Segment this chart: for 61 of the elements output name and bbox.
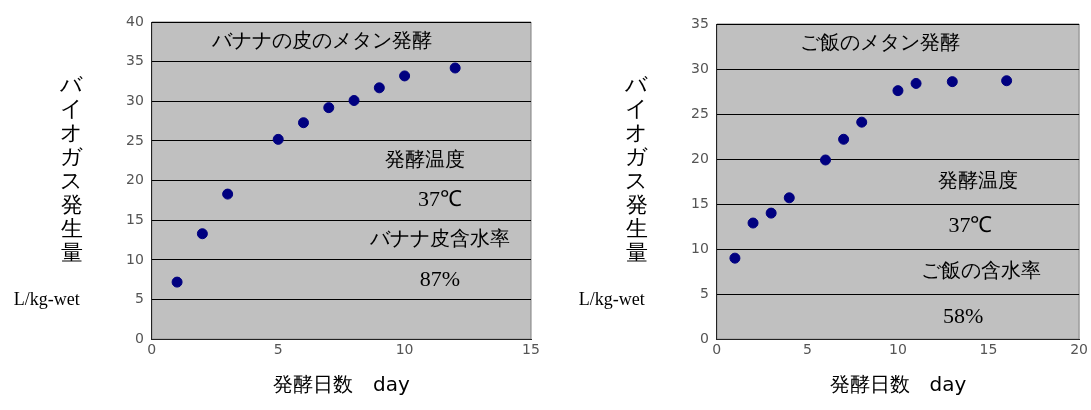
- point: [373, 82, 385, 94]
- chart-title: ご飯のメタン発酵: [799, 30, 960, 55]
- point: [838, 133, 850, 145]
- point: [171, 276, 183, 288]
- y-tick-label: 40: [125, 12, 144, 29]
- y-tick-label: 10: [690, 239, 709, 256]
- y-tick-label: 30: [125, 91, 144, 108]
- annotation: 37℃: [948, 212, 993, 238]
- x-tick-label: 0: [712, 341, 722, 358]
- point: [729, 252, 741, 264]
- y-tick-label: 20: [690, 149, 709, 166]
- point: [892, 85, 904, 97]
- point: [196, 228, 208, 240]
- point: [910, 77, 922, 89]
- annotation: 87%: [419, 265, 461, 291]
- annotation: 発酵温度: [937, 167, 1018, 192]
- point: [1001, 75, 1013, 87]
- y-tick-label: 15: [690, 194, 709, 211]
- x-tick-label: 15: [522, 341, 540, 358]
- y-tick-label: 35: [125, 52, 144, 69]
- point: [323, 102, 335, 114]
- point: [946, 76, 958, 88]
- point: [297, 117, 309, 129]
- annotation: 発酵温度: [384, 146, 465, 171]
- text: バイオガス発生量 L/kg-wet: [13, 71, 84, 309]
- point: [222, 188, 234, 200]
- annotation: 37℃: [418, 186, 462, 212]
- x-axis-title: 発酵日数 day: [273, 372, 410, 397]
- y-tick-label: 20: [125, 171, 144, 188]
- point: [856, 116, 868, 128]
- x-tick-label: 20: [1070, 341, 1089, 358]
- y-tick-label: 10: [125, 250, 144, 267]
- text: バイオガス発生量 L/kg-wet: [578, 71, 649, 309]
- x-tick-label: 0: [147, 341, 157, 358]
- y-tick-label: 5: [699, 284, 709, 301]
- y-tick-label: 0: [134, 329, 144, 346]
- point: [348, 95, 360, 107]
- x-tick-label: 10: [889, 341, 907, 358]
- y-tick-label: 25: [125, 131, 144, 148]
- x-tick-label: 5: [802, 341, 812, 358]
- annotation: 58%: [943, 302, 984, 328]
- y-tick-label: 0: [699, 329, 709, 346]
- x-tick-label: 10: [395, 341, 414, 358]
- y-tick-label: 30: [690, 59, 709, 76]
- annotation: バナナ皮含水率: [369, 226, 510, 251]
- x-tick-label: 5: [273, 341, 283, 358]
- point: [399, 70, 411, 82]
- point: [449, 62, 461, 74]
- annotation: ご飯の含水率: [921, 257, 1042, 282]
- chart-title: バナナの皮のメタン発酵: [211, 28, 433, 53]
- point: [820, 154, 831, 166]
- x-axis-title: 発酵日数 day: [829, 372, 967, 397]
- point: [783, 192, 795, 204]
- y-tick-label: 5: [134, 290, 144, 307]
- point: [765, 207, 777, 219]
- y-tick-label: 15: [125, 210, 144, 227]
- x-tick-label: 15: [979, 341, 998, 358]
- point: [747, 217, 759, 229]
- point: [272, 133, 284, 145]
- y-tick-label: 25: [690, 104, 709, 121]
- y-tick-label: 35: [690, 14, 709, 31]
